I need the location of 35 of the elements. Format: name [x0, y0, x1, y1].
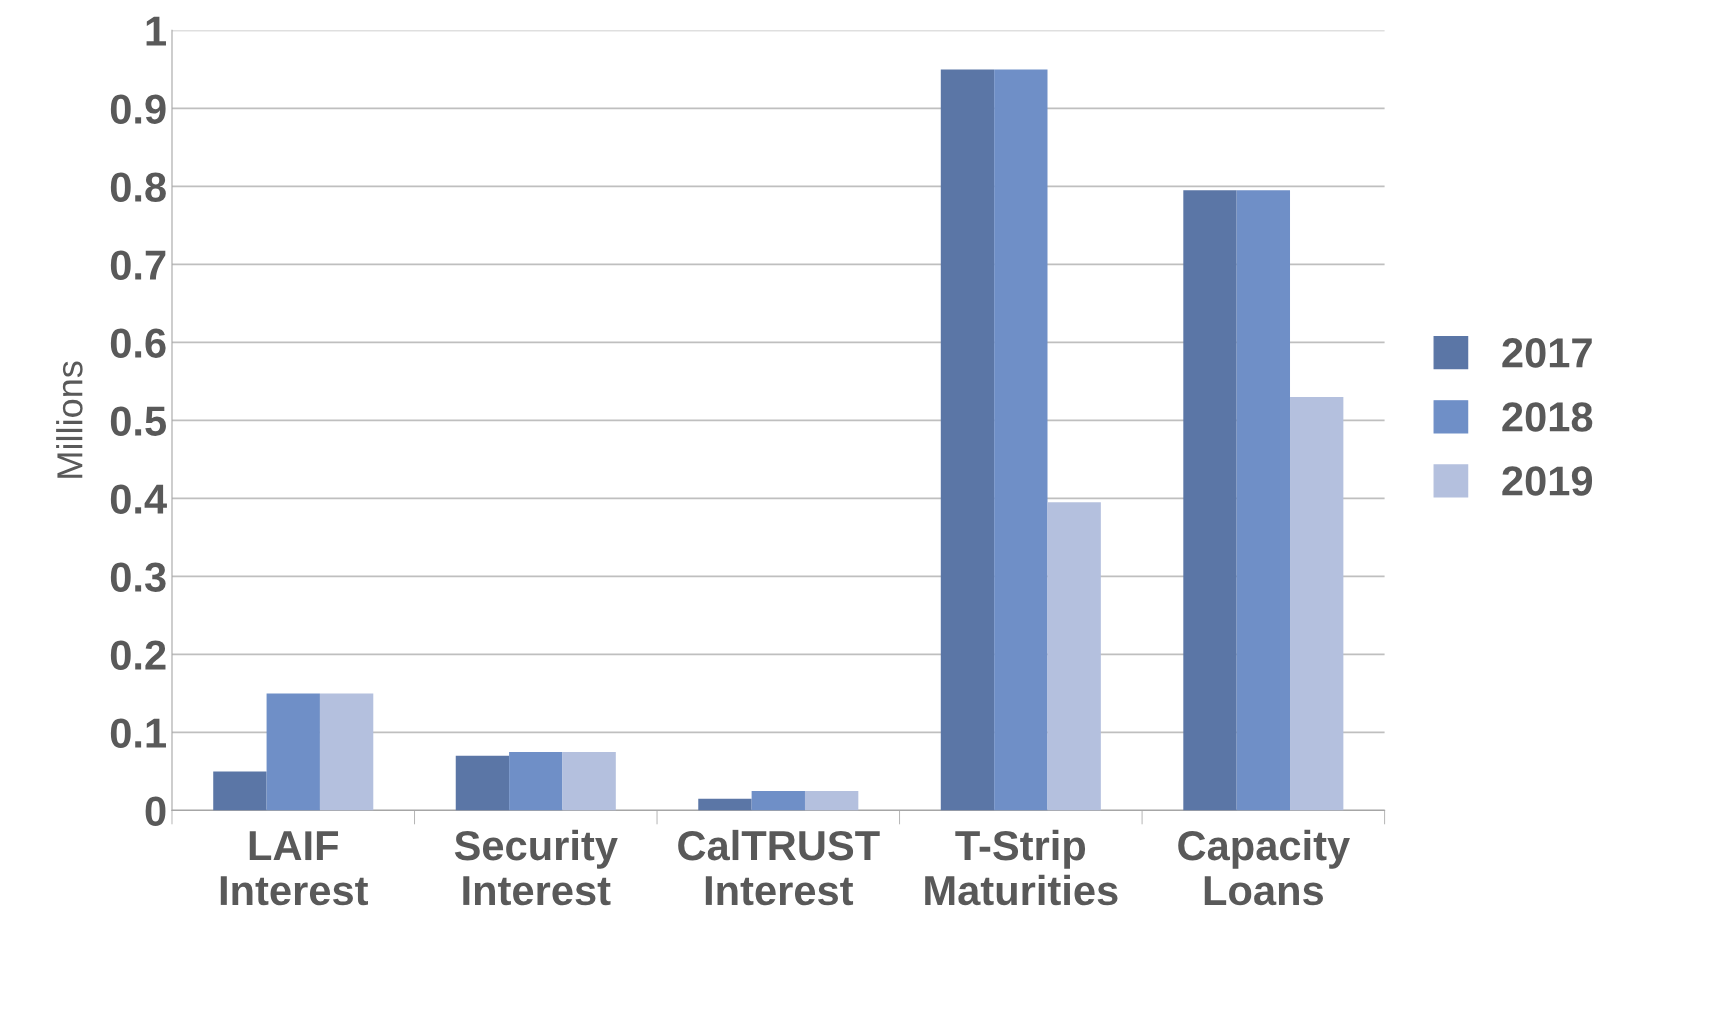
bar: [1183, 190, 1237, 811]
bar: [266, 693, 320, 811]
y-tick-label: 0.6: [110, 328, 166, 358]
bar: [455, 755, 510, 811]
x-tick-label: Security Interest: [454, 829, 618, 906]
y-tick-label: 0.3: [110, 562, 166, 592]
legend-label: 2019: [1502, 466, 1593, 496]
y-tick-label: 0.1: [110, 718, 166, 748]
bar: [751, 790, 805, 811]
x-tick-label: LAIF Interest: [220, 831, 369, 906]
y-tick-label: 0.7: [110, 250, 166, 280]
legend-label: 2018: [1502, 402, 1593, 432]
bar: [994, 69, 1048, 811]
x-tick-label: Capacity Loans: [1178, 829, 1350, 906]
bar: [1236, 190, 1291, 811]
y-tick-label: 0.4: [110, 484, 167, 514]
legend-label: 2017: [1502, 338, 1592, 368]
bar: [562, 751, 616, 811]
x-tick-label: T-Strip Maturities: [925, 829, 1118, 906]
bar: [1047, 502, 1101, 811]
bar: [1290, 396, 1344, 811]
bar: [940, 69, 995, 811]
bar: [213, 771, 267, 811]
bar: [804, 790, 859, 811]
x-tick-label: CalTRUST Interest: [678, 829, 880, 906]
bar: [698, 798, 752, 811]
y-tick-label: 0.9: [110, 94, 166, 124]
y-axis-title: Millions: [56, 361, 83, 478]
y-tick-label: 0.2: [110, 640, 166, 670]
y-tick-label: 0.8: [110, 172, 166, 202]
bar: [319, 693, 374, 811]
y-tick-label: 0.5: [110, 406, 166, 436]
y-tick-label: 1: [146, 16, 166, 46]
bar: [509, 751, 563, 811]
y-tick-label: 0: [145, 796, 166, 826]
